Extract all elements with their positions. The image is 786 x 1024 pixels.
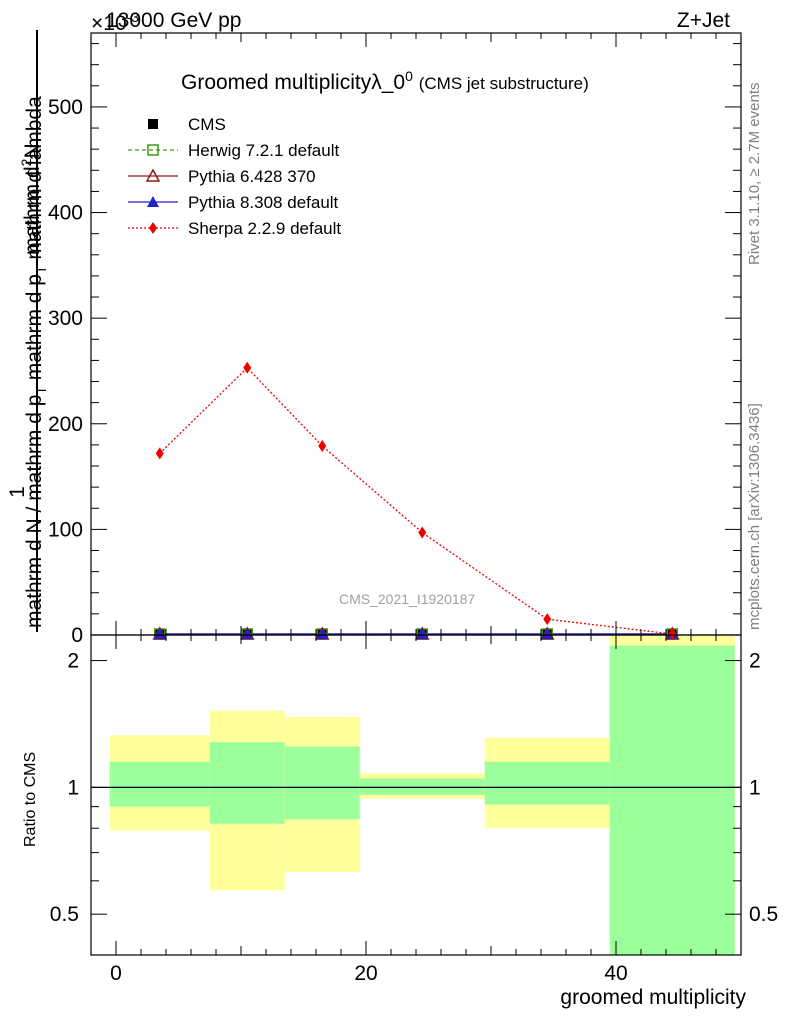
series-3-point-3 xyxy=(416,628,429,639)
ratio-y-tick-label-right-0.5: 0.5 xyxy=(749,903,778,926)
series-3-point-2 xyxy=(316,628,329,639)
ratio-y-tick-label-0.5: 0.5 xyxy=(50,903,79,926)
y-axis-label-denominator: mathrm d N / mathrm d pT mathrm d pT mat… xyxy=(23,96,53,628)
series-markers xyxy=(152,361,680,640)
process-label: Z+Jet xyxy=(676,9,730,32)
y-label-den-c: mathrm d lambda xyxy=(23,96,46,266)
ratio-inner-band-4 xyxy=(484,761,610,805)
series-line-4 xyxy=(159,366,673,635)
ratio-y-axis-label: Ratio to CMS xyxy=(22,751,39,847)
axis-ticks xyxy=(91,33,741,955)
analysis-watermark: CMS_2021_I1920187 xyxy=(339,591,476,607)
chart-title-main: Groomed multiplicityλ_0 xyxy=(181,71,406,94)
series-4-point-2 xyxy=(318,439,327,452)
x-axis-label: groomed multiplicity xyxy=(560,986,746,1009)
legend-label-4: Sherpa 2.2.9 default xyxy=(188,219,341,238)
series-4-point-1 xyxy=(243,361,252,374)
legend-label-1: Herwig 7.2.1 default xyxy=(188,141,339,160)
legend-label-0: CMS xyxy=(188,115,226,134)
series-3-point-1 xyxy=(241,628,254,639)
y-label-den-sub1: T xyxy=(33,386,50,395)
x-tick-label-20: 20 xyxy=(354,962,377,985)
main-y-tick-label-0: 0 xyxy=(71,624,83,647)
series-lines xyxy=(159,366,673,635)
x-tick-label-40: 40 xyxy=(604,962,627,985)
ratio-inner-band-2 xyxy=(284,746,360,820)
exponent-power: -3 xyxy=(126,9,140,25)
exponent-label: ×10-3 xyxy=(91,9,139,36)
legend-label-2: Pythia 6.428 370 xyxy=(188,167,316,186)
legend-marker-1 xyxy=(147,144,159,156)
series-3-point-4 xyxy=(541,628,554,639)
y-label-den-a: mathrm d N / mathrm d p xyxy=(23,394,46,628)
exponent-base: ×10 xyxy=(91,12,127,35)
main-y-tick-label-100: 100 xyxy=(48,518,83,541)
ratio-bands xyxy=(109,635,735,955)
ratio-y-tick-label-1: 1 xyxy=(67,776,79,799)
ratio-inner-band-0 xyxy=(109,761,210,807)
legend-marker-0 xyxy=(148,119,158,129)
series-4-point-4 xyxy=(543,613,552,626)
y-label-den-b: mathrm d p xyxy=(23,274,46,387)
main-y-tick-label-200: 200 xyxy=(48,413,83,436)
chart-subtitle: (CMS jet substructure) xyxy=(418,74,589,93)
legend: CMS Herwig 7.2.1 default Pythia 6.428 370 P… xyxy=(128,115,341,238)
main-y-tick-label-300: 300 xyxy=(48,307,83,330)
series-3-point-0 xyxy=(153,628,166,639)
ratio-inner-band-5 xyxy=(609,645,735,955)
main-y-tick-label-500: 500 xyxy=(48,96,83,119)
legend-marker-3 xyxy=(147,196,159,207)
ratio-y-tick-label-right-1: 1 xyxy=(749,776,761,799)
ratio-inner-band-3 xyxy=(359,778,485,795)
mcplots-label: mcplots.cern.ch [arXiv:1306.3436] xyxy=(746,403,763,630)
ratio-inner-band-1 xyxy=(209,742,285,824)
main-y-tick-label-400: 400 xyxy=(48,202,83,225)
chart-title-superscript: 0 xyxy=(405,68,413,84)
ratio-y-tick-label-2: 2 xyxy=(67,650,79,673)
x-tick-label-0: 0 xyxy=(110,962,122,985)
series-4-point-3 xyxy=(418,526,427,539)
y-label-den-sub2: T xyxy=(33,265,50,274)
rivet-version-label: Rivet 3.1.10, ≥ 2.7M events xyxy=(746,82,763,266)
ratio-y-tick-label-right-2: 2 xyxy=(749,650,761,673)
legend-label-3: Pythia 8.308 default xyxy=(188,193,339,212)
series-4-point-5 xyxy=(668,628,677,640)
chart-title: Groomed multiplicityλ_00 (CMS jet substr… xyxy=(181,68,589,95)
legend-marker-4 xyxy=(149,222,157,234)
series-4-point-0 xyxy=(155,447,164,460)
energy-label: 13000 GeV pp xyxy=(106,9,242,32)
legend-marker-2 xyxy=(145,168,161,182)
